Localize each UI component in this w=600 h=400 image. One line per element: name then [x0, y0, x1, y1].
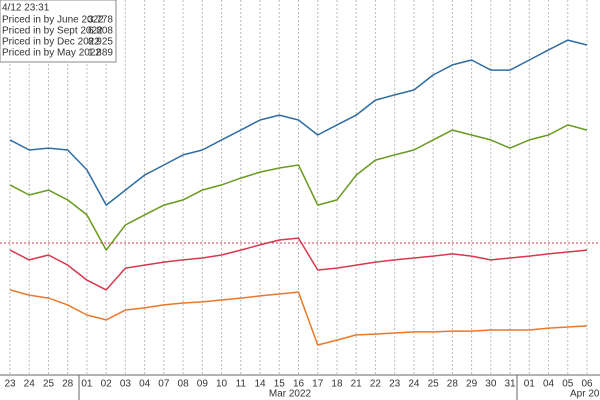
series-line: [9, 39, 588, 206]
x-tick-label: 07: [158, 379, 170, 390]
legend-title: 4/12 23:31: [2, 3, 50, 14]
x-tick-label: 09: [197, 379, 209, 390]
x-tick-label: 24: [408, 379, 420, 390]
x-tick-label: 24: [24, 379, 36, 390]
x-tick-label: 28: [62, 379, 74, 390]
x-tick-label: 11: [236, 379, 247, 390]
x-tick-label: 04: [543, 379, 555, 390]
x-tick-label: 01: [524, 379, 536, 390]
legend-label: Priced in by May 2022: [2, 48, 101, 59]
x-tick-label: 25: [428, 379, 440, 390]
x-tick-label: 28: [447, 379, 459, 390]
x-tick-label: 06: [581, 379, 593, 390]
legend-value: 6.808: [88, 26, 113, 37]
series-line: [9, 237, 588, 291]
legend-value: 1.889: [88, 48, 113, 59]
x-tick-label: 18: [331, 379, 343, 390]
x-tick-label: 01: [81, 379, 93, 390]
series-line: [9, 124, 588, 251]
x-tick-label: 14: [254, 379, 266, 390]
legend-label: Priced in by June 2022: [2, 15, 104, 26]
legend-box: [0, 0, 117, 63]
legend-label: Priced in by Sept 2022: [2, 26, 103, 37]
x-tick-label: 25: [43, 379, 55, 390]
legend: 4/12 23:31 Priced in by June 20223.778Pr…: [0, 0, 117, 63]
x-tick-label: 08: [178, 379, 190, 390]
x-tick-label: 16: [293, 379, 305, 390]
legend-value: 3.778: [88, 15, 113, 26]
x-tick-label: 10: [216, 379, 228, 390]
plot: [9, 39, 588, 346]
x-tick-label: 21: [351, 379, 363, 390]
x-tick-label: 23: [4, 379, 16, 390]
x-tick-label: 30: [485, 379, 497, 390]
x-tick-label: 17: [312, 379, 324, 390]
x-tick-label: 22: [370, 379, 382, 390]
x-tick-label: 05: [562, 379, 574, 390]
legend-value: 8.925: [88, 37, 113, 48]
x-tick-label: 04: [139, 379, 151, 390]
x-tick-label: 03: [120, 379, 132, 390]
legend-label: Priced in by Dec 2022: [2, 37, 100, 48]
x-tick-label: 15: [274, 379, 286, 390]
grid: [0, 0, 600, 375]
x-tick-label: 02: [101, 379, 113, 390]
month-label: Apr 202: [570, 389, 600, 400]
series-line: [9, 289, 588, 346]
x-tick-label: 23: [389, 379, 401, 390]
month-label: Mar 2022: [269, 389, 312, 400]
x-tick-label: 29: [466, 379, 478, 390]
x-tick-label: 31: [505, 379, 517, 390]
